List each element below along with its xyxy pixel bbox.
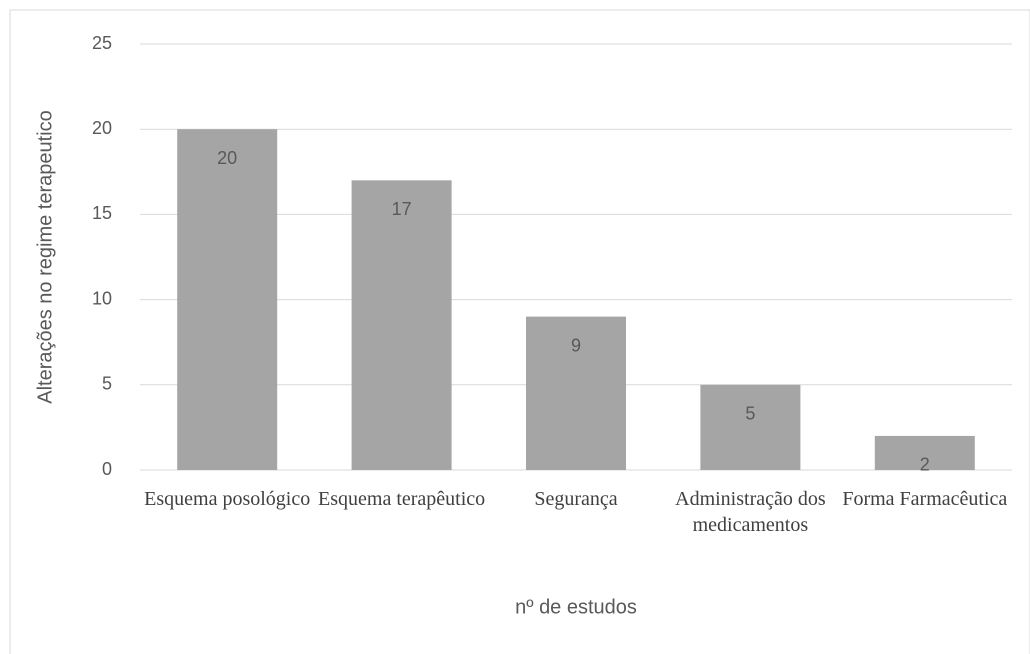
value-label: 5 (745, 404, 755, 424)
value-label: 20 (217, 148, 237, 168)
y-axis-title: Alterações no regime terapeutico (34, 110, 56, 404)
bar (700, 384, 801, 470)
bar (177, 129, 278, 470)
value-label: 2 (920, 455, 930, 475)
y-tick-label: 5 (102, 374, 112, 394)
bar (874, 435, 975, 470)
y-tick-label: 20 (92, 118, 112, 138)
y-tick-label: 0 (102, 459, 112, 479)
bar (526, 316, 626, 470)
x-axis-title: nº de estudos (515, 596, 637, 618)
x-tick-label: Esquema terapêutico (318, 488, 486, 510)
y-tick-label: 25 (92, 33, 112, 53)
value-label: 17 (392, 199, 412, 219)
x-tick-label: Segurança (534, 488, 618, 510)
x-tick-label: Esquema posológico (144, 488, 311, 510)
y-tick-label: 15 (92, 203, 112, 223)
value-label: 9 (571, 335, 581, 355)
x-tick-label: Forma Farmacêutica (842, 488, 1008, 510)
chart-border (9, 9, 1030, 654)
y-tick-label: 10 (92, 288, 112, 308)
x-tick-label: Administração dos medicamentos (675, 488, 826, 536)
bar (351, 180, 452, 470)
